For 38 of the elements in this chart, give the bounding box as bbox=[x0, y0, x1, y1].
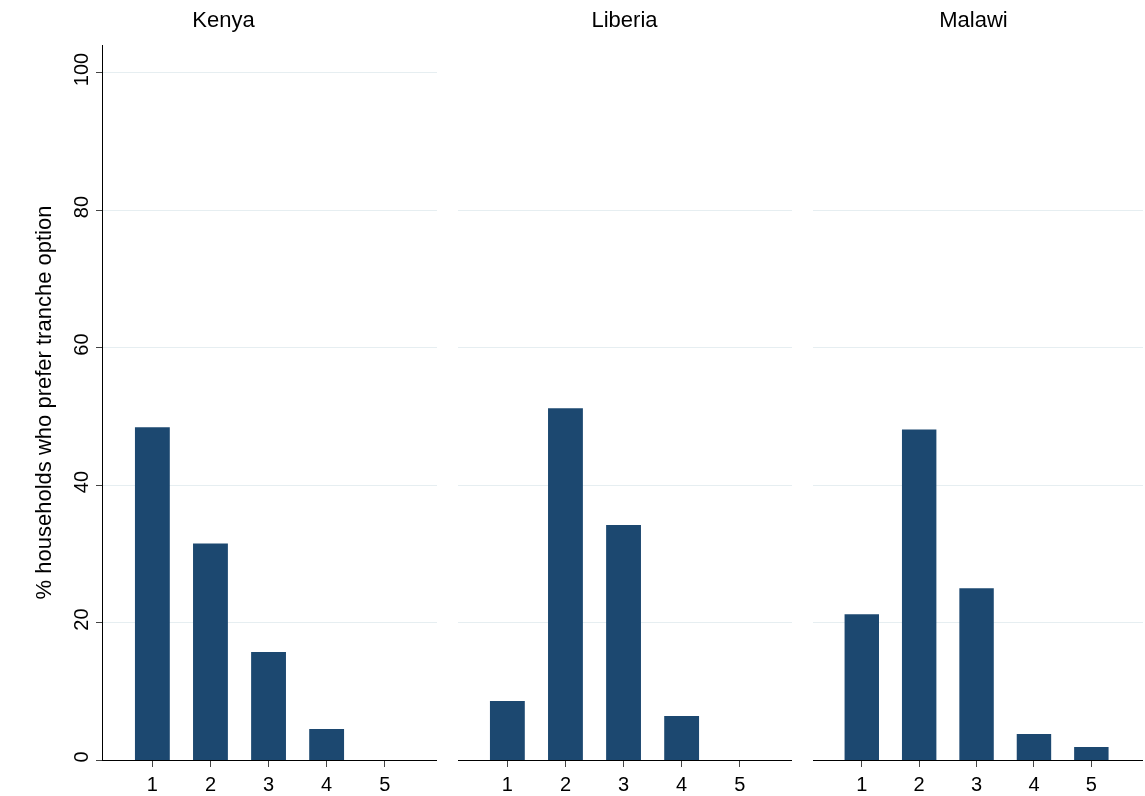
x-tick-label: 3 bbox=[262, 773, 275, 795]
y-tick-label: 100 bbox=[70, 52, 92, 87]
y-tick-label: 60 bbox=[70, 333, 92, 356]
x-tick-label: 4 bbox=[321, 773, 333, 795]
x-tick-label: 3 bbox=[971, 773, 983, 795]
bar bbox=[1016, 733, 1052, 760]
x-tick-label: 5 bbox=[379, 773, 391, 795]
bar bbox=[193, 543, 228, 760]
bar bbox=[606, 525, 641, 760]
bar bbox=[309, 729, 345, 760]
y-tick-label: 40 bbox=[70, 470, 92, 494]
bar bbox=[664, 716, 700, 760]
bar bbox=[489, 700, 525, 760]
x-tick-label: 2 bbox=[913, 773, 925, 795]
bar bbox=[134, 427, 170, 760]
x-tick-label: 3 bbox=[617, 773, 630, 795]
bar bbox=[959, 588, 994, 760]
bar bbox=[548, 408, 583, 760]
x-tick-label: 2 bbox=[559, 773, 572, 795]
y-axis-title: % households who prefer tranche option bbox=[30, 205, 56, 600]
bar bbox=[251, 652, 286, 760]
y-tick-label: 0 bbox=[70, 751, 92, 763]
x-tick-label: 1 bbox=[501, 773, 513, 795]
chart-title: Malawi bbox=[939, 7, 1008, 33]
x-tick-label: 2 bbox=[204, 773, 217, 795]
chart-title: Kenya bbox=[192, 7, 256, 33]
x-tick-label: 4 bbox=[676, 773, 688, 795]
bar bbox=[844, 614, 879, 760]
x-tick-label: 1 bbox=[856, 773, 868, 795]
x-tick-label: 1 bbox=[146, 773, 158, 795]
x-tick-label: 5 bbox=[1085, 773, 1097, 795]
y-tick-label: 80 bbox=[70, 195, 92, 219]
bar bbox=[901, 429, 937, 760]
bar bbox=[1074, 746, 1109, 760]
y-tick-label: 20 bbox=[70, 608, 92, 631]
x-tick-label: 4 bbox=[1028, 773, 1040, 795]
x-tick-label: 5 bbox=[734, 773, 746, 795]
chart-title: Liberia bbox=[591, 7, 659, 33]
